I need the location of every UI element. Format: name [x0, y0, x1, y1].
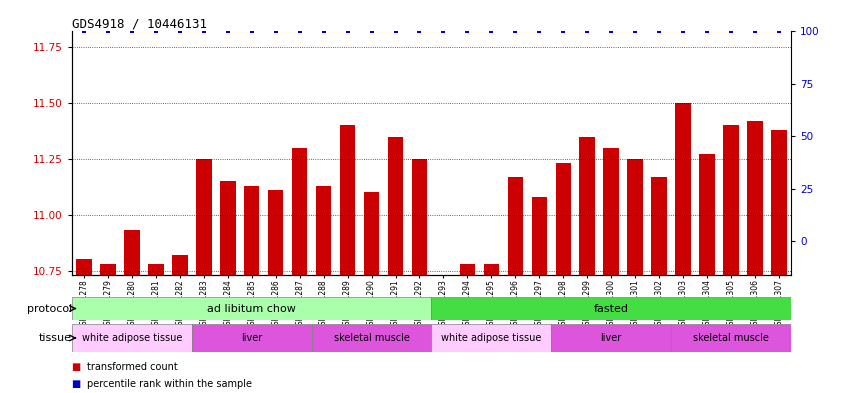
Bar — [220, 181, 235, 275]
Text: ■: ■ — [72, 379, 85, 389]
Text: percentile rank within the sample: percentile rank within the sample — [87, 379, 252, 389]
Text: GDS4918 / 10446131: GDS4918 / 10446131 — [72, 17, 207, 30]
Bar — [671, 324, 791, 352]
Bar — [292, 148, 307, 275]
Bar — [431, 324, 552, 352]
Bar — [268, 190, 283, 275]
Text: skeletal muscle: skeletal muscle — [693, 333, 769, 343]
Bar — [148, 264, 163, 275]
Bar — [76, 259, 91, 275]
Bar — [531, 197, 547, 275]
Bar — [747, 121, 763, 275]
Text: tissue: tissue — [39, 333, 72, 343]
Bar — [700, 154, 715, 275]
Bar — [192, 324, 311, 352]
Bar — [556, 163, 571, 275]
Text: transformed count: transformed count — [87, 362, 178, 373]
Bar — [364, 193, 379, 275]
Text: white adipose tissue: white adipose tissue — [82, 333, 182, 343]
Bar — [484, 264, 499, 275]
Bar — [675, 103, 691, 275]
Bar — [72, 324, 192, 352]
Text: liver: liver — [241, 333, 262, 343]
Bar — [508, 177, 523, 275]
Text: protocol: protocol — [27, 303, 72, 314]
Bar — [100, 264, 116, 275]
Bar — [172, 255, 188, 275]
Text: liver: liver — [601, 333, 622, 343]
Text: skeletal muscle: skeletal muscle — [333, 333, 409, 343]
Bar — [552, 324, 671, 352]
Bar — [772, 130, 787, 275]
Bar — [196, 159, 212, 275]
Bar — [124, 230, 140, 275]
Bar — [311, 324, 431, 352]
Bar — [603, 148, 619, 275]
Bar — [244, 185, 260, 275]
Bar — [316, 185, 332, 275]
Bar — [628, 159, 643, 275]
Text: white adipose tissue: white adipose tissue — [442, 333, 541, 343]
Bar — [387, 136, 404, 275]
Bar — [431, 297, 791, 320]
Text: fasted: fasted — [594, 303, 629, 314]
Text: ■: ■ — [72, 362, 85, 373]
Bar — [580, 136, 595, 275]
Bar — [412, 159, 427, 275]
Text: ad libitum chow: ad libitum chow — [207, 303, 296, 314]
Bar — [72, 297, 431, 320]
Bar — [723, 125, 739, 275]
Bar — [651, 177, 667, 275]
Bar — [459, 264, 475, 275]
Bar — [340, 125, 355, 275]
